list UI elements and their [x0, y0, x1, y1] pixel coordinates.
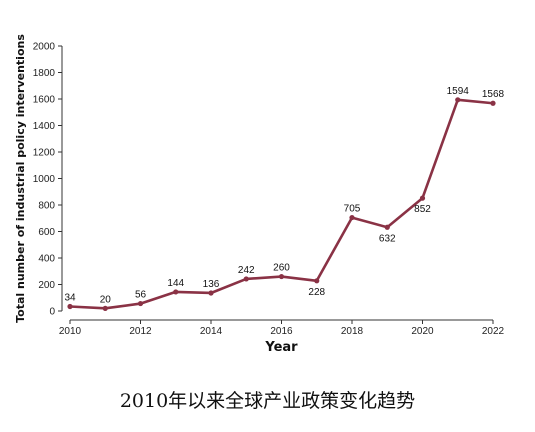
- data-point: [67, 303, 73, 310]
- data-label: 852: [414, 204, 431, 215]
- data-point: [137, 300, 144, 307]
- x-axis-ticks: 2010 2012 2014 2016 2018 2020 2022: [59, 320, 505, 337]
- data-label: 705: [344, 204, 361, 215]
- data-label: 632: [379, 233, 396, 244]
- data-label: 1568: [482, 89, 505, 100]
- y-tick-label: 1800: [33, 68, 56, 79]
- data-label: 20: [100, 294, 112, 305]
- data-label: 34: [64, 292, 76, 303]
- data-point: [208, 290, 214, 296]
- y-tick-label: 2000: [33, 42, 56, 53]
- line-chart: 0 200 400 600 800 1000 1200 1400 1600 1800 2000 20…: [14, 34, 505, 355]
- data-point: [314, 278, 320, 284]
- y-axis-title: Total number of industrial policy interv…: [14, 34, 27, 323]
- data-point: [349, 214, 355, 221]
- y-tick-label: 800: [38, 201, 55, 212]
- data-point: [278, 273, 285, 280]
- y-tick-label: 400: [38, 254, 55, 265]
- data-point: [419, 195, 426, 201]
- x-tick-label: 2016: [270, 326, 293, 337]
- x-tick-label: 2010: [59, 326, 82, 337]
- data-point: [173, 289, 179, 295]
- x-tick-label: 2020: [411, 326, 434, 337]
- x-tick-label: 2022: [482, 326, 505, 337]
- data-label: 144: [167, 278, 184, 289]
- figure-caption: 2010年以来全球产业政策变化趋势: [119, 390, 416, 412]
- data-label: 260: [273, 263, 290, 274]
- x-tick-label: 2018: [341, 326, 364, 337]
- data-point: [490, 100, 496, 106]
- y-axis-ticks: 0 200 400 600 800 1000 1200 1400 1600 1800 2000: [33, 42, 62, 318]
- data-label: 1594: [447, 86, 470, 97]
- y-tick-label: 0: [49, 307, 55, 318]
- data-point: [384, 224, 390, 230]
- data-points: [67, 97, 496, 311]
- data-label: 228: [308, 287, 325, 298]
- y-tick-label: 1000: [33, 174, 56, 185]
- y-tick-label: 1400: [33, 121, 56, 132]
- y-tick-label: 1200: [33, 148, 56, 159]
- data-label: 136: [203, 279, 220, 290]
- data-labels: 34 20 56 144 136 242 260 228 705 632 852 1594 1568: [64, 86, 504, 306]
- x-tick-label: 2014: [200, 326, 223, 337]
- data-point: [102, 305, 108, 311]
- data-point: [455, 97, 461, 103]
- y-tick-label: 200: [38, 280, 55, 291]
- data-label: 242: [238, 265, 255, 276]
- y-tick-label: 600: [38, 227, 55, 238]
- x-tick-label: 2012: [129, 326, 152, 337]
- y-tick-label: 1600: [33, 95, 56, 106]
- data-point: [243, 276, 249, 282]
- x-axis-title: Year: [264, 340, 298, 355]
- data-label: 56: [135, 290, 147, 301]
